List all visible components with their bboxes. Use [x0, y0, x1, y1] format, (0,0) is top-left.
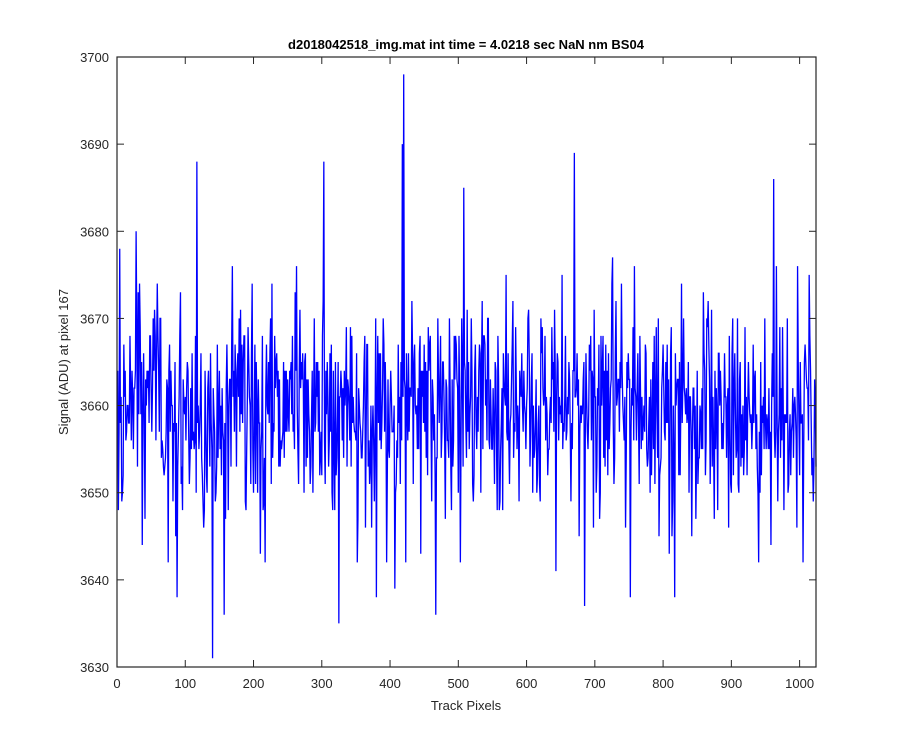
y-axis: 3630 3640 3650 3660 3670 3680 3690 3700 [80, 50, 816, 675]
x-tick-label: 100 [174, 676, 196, 691]
x-tick-label: 200 [243, 676, 265, 691]
y-tick-label: 3700 [80, 50, 109, 65]
x-axis-label: Track Pixels [431, 698, 502, 713]
x-tick-label: 600 [516, 676, 538, 691]
series-line [117, 74, 817, 659]
y-tick-label: 3680 [80, 224, 109, 239]
x-tick-label: 0 [113, 676, 120, 691]
x-tick-label: 700 [584, 676, 606, 691]
y-tick-label: 3630 [80, 660, 109, 675]
x-axis: 0 100 200 300 400 500 600 700 800 900 1000 [113, 57, 814, 691]
x-tick-label: 900 [721, 676, 743, 691]
chart-title: d2018042518_img.mat int time = 4.0218 se… [288, 37, 645, 52]
series-layer [117, 74, 817, 659]
x-tick-label: 500 [447, 676, 469, 691]
x-tick-label: 1000 [785, 676, 814, 691]
y-axis-label: Signal (ADU) at pixel 167 [56, 289, 71, 435]
y-tick-label: 3640 [80, 573, 109, 588]
y-tick-label: 3660 [80, 399, 109, 414]
y-tick-label: 3670 [80, 311, 109, 326]
y-tick-label: 3690 [80, 137, 109, 152]
x-tick-label: 400 [379, 676, 401, 691]
x-tick-label: 300 [311, 676, 333, 691]
x-tick-label: 800 [652, 676, 674, 691]
y-tick-label: 3650 [80, 486, 109, 501]
axes-box [116, 56, 817, 668]
